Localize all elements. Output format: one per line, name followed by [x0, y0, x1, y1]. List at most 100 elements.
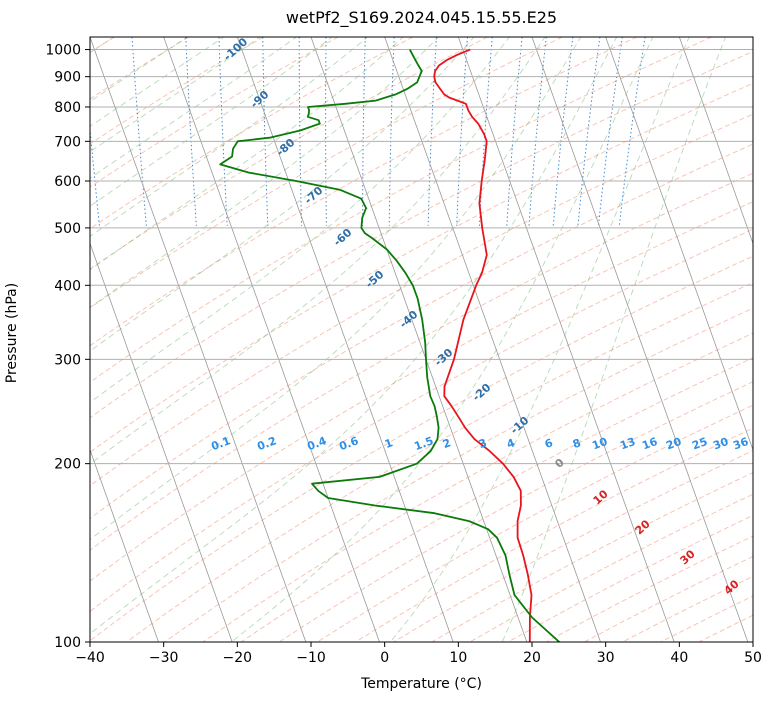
dry-adiabat	[584, 555, 753, 642]
dry-adiabat-label: -20	[470, 381, 494, 404]
mixing-ratio-label: 1	[383, 436, 395, 451]
mixing-ratio-label: 8	[571, 436, 583, 451]
moist-adiabat-label: 40	[722, 577, 742, 597]
dry-adiabat-label: -50	[363, 268, 387, 291]
mixing-ratio-label: 0.1	[209, 434, 232, 453]
mixing-ratio-line	[185, 37, 197, 226]
dry-adiabat	[660, 595, 753, 642]
dry-adiabat	[90, 37, 115, 54]
dry-adiabat	[90, 37, 414, 230]
moist-adiabat	[90, 37, 225, 128]
moist-adiabat	[231, 37, 654, 642]
x-tick-label: −10	[296, 650, 326, 666]
dry-adiabat	[431, 472, 753, 642]
mixing-ratio-line	[456, 37, 468, 226]
isotherm	[0, 37, 11, 642]
mixing-ratio-line	[90, 123, 100, 226]
isotherm	[90, 37, 307, 642]
dry-adiabat	[546, 535, 753, 642]
mixing-ratio-line	[528, 37, 547, 226]
y-tick-label: 800	[54, 100, 81, 116]
moist-adiabat	[90, 37, 404, 271]
mixing-ratio-label: 3	[477, 436, 489, 451]
dry-adiabat	[90, 113, 753, 487]
isotherm	[90, 448, 159, 642]
moist-adiabat	[501, 37, 727, 642]
moist-adiabat	[90, 37, 475, 352]
mixing-ratio-line	[388, 37, 395, 226]
dry-adiabat-label: -40	[397, 308, 421, 331]
mixing-ratio-line	[618, 37, 646, 226]
x-tick-label: 10	[449, 650, 467, 666]
y-tick-label: 700	[54, 134, 81, 150]
isotherm	[678, 37, 753, 245]
y-tick-label: 1000	[45, 43, 81, 59]
moist-adiabat	[90, 37, 262, 153]
mixing-ratio-line	[325, 37, 327, 226]
dry-adiabat	[622, 575, 753, 642]
dry-adiabat	[90, 37, 190, 100]
chart-title: wetPf2_S169.2024.045.15.55.E25	[285, 8, 558, 27]
dry-adiabat	[90, 37, 264, 145]
dry-adiabat	[90, 172, 753, 551]
dry-adiabat	[90, 51, 753, 419]
moist-adiabat	[90, 37, 189, 103]
dry-adiabat	[202, 332, 753, 642]
mixing-ratio-label: 0.4	[305, 434, 328, 453]
y-tick-label: 300	[54, 352, 81, 368]
mixing-ratio-line	[506, 37, 523, 226]
dry-adiabat	[0, 37, 39, 642]
isotherm	[531, 37, 749, 642]
dry-adiabat	[469, 493, 753, 642]
x-tick-label: −30	[149, 650, 179, 666]
x-tick-label: 40	[670, 650, 688, 666]
mixing-ratio-label: 30	[711, 435, 730, 453]
plot-frame	[89, 36, 754, 643]
mixing-ratio-label: 1.5	[412, 434, 435, 453]
mixing-ratio-line	[262, 37, 269, 226]
mixing-ratio-line	[298, 37, 303, 226]
dry-adiabat-label: -70	[302, 184, 326, 207]
y-tick-label: 500	[54, 221, 81, 237]
moist-adiabat	[389, 37, 690, 642]
mixing-ratio-line	[362, 37, 366, 226]
x-tick-label: −20	[223, 650, 253, 666]
dry-adiabat	[393, 450, 753, 642]
moist-adiabat	[90, 37, 440, 309]
y-tick-label: 600	[54, 174, 81, 190]
moist-adiabat	[90, 37, 582, 541]
isotherm	[90, 242, 233, 642]
mixing-ratio-label: 13	[618, 435, 637, 452]
dry-adiabat	[90, 228, 753, 612]
mixing-ratio-line	[218, 37, 228, 226]
y-tick-label: 200	[54, 457, 81, 473]
x-axis-label: Temperature (°C)	[361, 676, 482, 692]
x-tick-label: −40	[75, 650, 105, 666]
dry-adiabat	[90, 37, 339, 188]
mixing-ratio-label: 25	[690, 435, 709, 452]
mixing-ratio-line	[552, 37, 574, 226]
dry-adiabat-label: -60	[331, 226, 355, 249]
isotherm	[310, 37, 528, 642]
dewpoint-line	[219, 49, 560, 642]
x-tick-label: 20	[523, 650, 541, 666]
mixing-ratio-label: 20	[664, 435, 683, 453]
dry-adiabat	[240, 357, 753, 642]
mixing-ratio-label: 6	[543, 436, 555, 451]
mixing-ratio-label: 4	[505, 436, 517, 451]
moist-adiabat	[90, 37, 546, 465]
dry-adiabat	[90, 37, 638, 347]
isotherm	[163, 37, 380, 642]
dry-adiabat	[90, 37, 563, 309]
mixing-ratio-label: 36	[731, 435, 750, 453]
dry-adiabat	[90, 143, 753, 519]
dry-adiabat	[0, 37, 39, 642]
dry-adiabat	[90, 37, 712, 383]
mixing-ratio-label: 16	[640, 435, 659, 453]
x-tick-label: 0	[380, 650, 389, 666]
dry-adiabat	[90, 37, 115, 54]
moist-adiabat	[90, 37, 510, 403]
y-tick-label: 400	[54, 278, 81, 294]
isotherm	[457, 37, 675, 642]
mixing-ratio-label: 0.2	[255, 434, 278, 453]
